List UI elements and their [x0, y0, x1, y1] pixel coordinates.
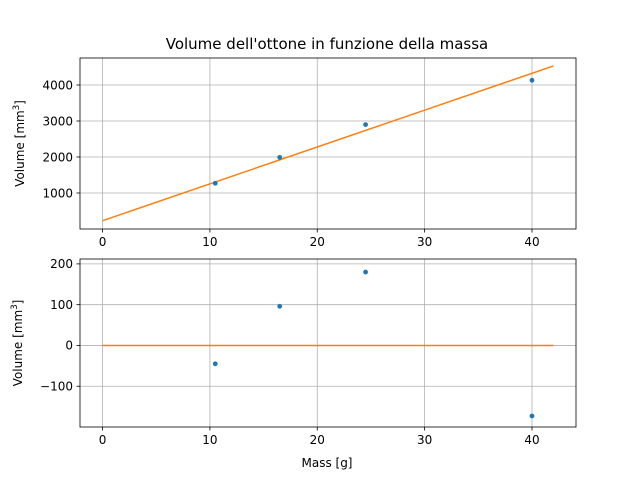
x-tick-label: 40 — [524, 433, 539, 447]
chart-title: Volume dell'ottone in funzione della mas… — [166, 35, 489, 53]
x-tick-label: 0 — [99, 235, 107, 249]
data-layer — [102, 65, 554, 222]
bottom-plot: 0 10 20 30 40 −100 0 100 200 Volume [mm3] — [10, 257, 577, 447]
y-tick-label: 100 — [50, 298, 73, 312]
data-point — [363, 122, 368, 127]
top-plot: 0 10 20 30 40 1000 2000 3000 4000 Volume [mm3] — [12, 57, 577, 249]
data-layer — [102, 269, 554, 419]
y-tick-label: 4000 — [42, 78, 73, 92]
y-tick-label: 1000 — [42, 186, 73, 200]
x-tick-label: 0 — [99, 433, 107, 447]
data-point — [277, 154, 283, 160]
data-point — [363, 269, 368, 275]
y-axis-label: Volume [mm3] — [10, 300, 25, 387]
y-axis-label: Volume [mm3] — [12, 100, 27, 187]
data-point — [212, 361, 218, 367]
data-point — [277, 303, 283, 309]
y-tick-label: 0 — [65, 339, 73, 353]
x-axis-label: Mass [g] — [301, 456, 352, 470]
x-tick-label: 30 — [417, 235, 432, 249]
x-tick-label: 10 — [202, 235, 217, 249]
data-point — [529, 77, 535, 83]
x-tick-label: 30 — [417, 433, 432, 447]
axes-frame — [79, 57, 577, 230]
x-tick-label: 20 — [310, 433, 325, 447]
y-tick-label: 3000 — [42, 114, 73, 128]
y-tick-label: −100 — [40, 380, 73, 394]
x-tick-label: 40 — [524, 235, 539, 249]
x-tick-label: 10 — [202, 433, 217, 447]
x-tick-label: 20 — [310, 235, 325, 249]
fit-line — [102, 65, 554, 222]
y-tick-label: 200 — [50, 257, 73, 271]
y-tick-label: 2000 — [42, 150, 73, 164]
data-point — [529, 413, 535, 419]
axes-frame — [79, 258, 577, 428]
data-point — [212, 180, 218, 186]
